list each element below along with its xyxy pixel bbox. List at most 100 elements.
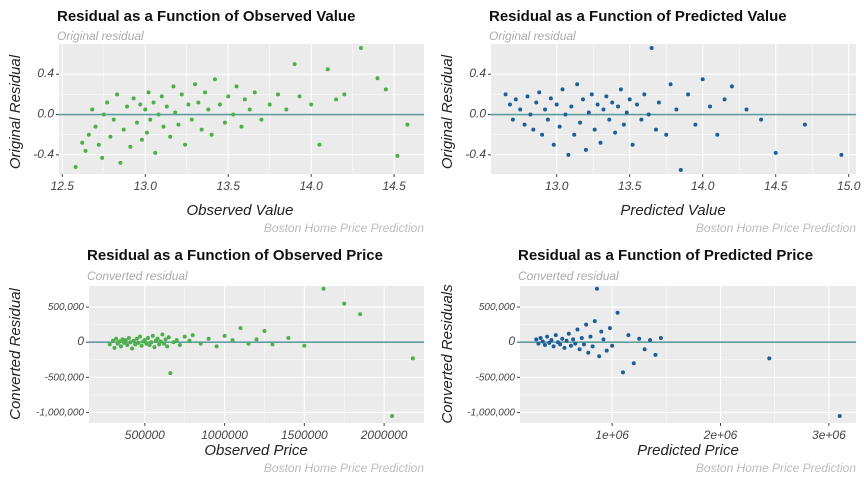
data-point: [171, 340, 176, 345]
data-point: [139, 137, 144, 142]
data-point: [631, 361, 636, 366]
data-point: [773, 150, 778, 155]
data-point: [646, 112, 651, 117]
data-point: [259, 117, 264, 122]
data-point: [522, 122, 527, 127]
data-point: [410, 356, 415, 361]
data-point: [159, 94, 164, 99]
data-point: [569, 104, 574, 109]
data-point: [543, 107, 548, 112]
data-point: [151, 100, 156, 105]
data-point: [395, 153, 400, 158]
data-point: [325, 67, 330, 72]
data-point: [592, 127, 597, 132]
data-point: [568, 343, 573, 348]
data-point: [73, 164, 78, 169]
chart-title: Residual as a Function of Observed Value: [57, 8, 355, 25]
data-point: [153, 150, 158, 155]
data-point: [579, 335, 584, 340]
y-axis-title: Original Residual: [439, 54, 456, 169]
data-point: [182, 334, 187, 339]
data-point: [538, 335, 543, 340]
data-point: [139, 343, 144, 348]
data-point: [802, 122, 807, 127]
data-point: [534, 100, 539, 105]
data-point: [610, 100, 615, 105]
data-point: [620, 370, 625, 375]
data-point: [553, 333, 558, 338]
data-point: [152, 345, 157, 350]
data-point: [133, 342, 138, 347]
data-point: [586, 350, 591, 355]
data-point: [128, 144, 133, 149]
plot-area: [520, 286, 856, 423]
data-point: [566, 152, 571, 157]
data-point: [138, 102, 143, 107]
data-point: [146, 335, 151, 340]
data-point: [276, 92, 280, 97]
data-point: [262, 328, 267, 333]
data-point: [531, 127, 536, 132]
data-point: [537, 90, 542, 95]
data-point: [161, 341, 166, 346]
data-point: [209, 132, 214, 137]
x-tick-label: 1000000: [201, 428, 248, 442]
data-point: [648, 338, 653, 343]
data-point: [601, 337, 606, 342]
y-tick-label: 0: [77, 334, 84, 348]
data-point: [193, 82, 198, 87]
data-point: [203, 90, 207, 95]
x-axis-title: Observed Price: [204, 442, 307, 459]
chart-panel-1: Residual as a Function of Observed Value…: [7, 8, 424, 235]
data-point: [624, 110, 629, 115]
chart-caption: Boston Home Price Prediction: [264, 461, 424, 475]
data-point: [560, 87, 565, 92]
y-tick-label: -500,000: [45, 372, 85, 383]
data-point: [86, 132, 91, 137]
data-point: [163, 337, 168, 342]
chart-subtitle: Converted residual: [518, 269, 619, 283]
y-tick-label: -0.4: [465, 147, 486, 161]
data-point: [577, 347, 582, 352]
data-point: [571, 337, 576, 342]
y-tick-label: 0.0: [37, 107, 54, 121]
data-point: [358, 312, 363, 317]
data-point: [199, 127, 204, 132]
data-point: [610, 343, 615, 348]
data-point: [155, 336, 160, 341]
data-point: [222, 333, 227, 338]
data-point: [100, 155, 105, 160]
data-point: [590, 344, 595, 349]
data-point: [128, 340, 133, 345]
x-tick-label: 2e+06: [703, 428, 738, 442]
data-point: [321, 286, 326, 291]
data-point: [693, 122, 698, 127]
data-point: [105, 100, 110, 105]
data-point: [627, 97, 632, 102]
data-point: [534, 337, 539, 342]
data-point: [722, 97, 727, 102]
data-point: [130, 346, 135, 351]
data-point: [222, 120, 227, 125]
data-point: [117, 339, 122, 344]
data-point: [230, 338, 235, 343]
data-point: [302, 343, 307, 348]
data-point: [118, 344, 123, 349]
data-point: [242, 97, 247, 102]
data-point: [217, 102, 222, 107]
data-point: [125, 343, 130, 348]
data-point: [239, 124, 244, 129]
data-point: [238, 326, 243, 331]
data-point: [96, 142, 101, 147]
data-point: [173, 110, 178, 115]
data-point: [297, 94, 302, 99]
data-point: [607, 117, 612, 122]
data-point: [549, 338, 554, 343]
data-point: [616, 104, 621, 109]
data-point: [112, 345, 117, 350]
data-point: [176, 122, 181, 127]
data-point: [108, 134, 113, 139]
data-point: [101, 112, 106, 117]
data-point: [642, 347, 647, 352]
